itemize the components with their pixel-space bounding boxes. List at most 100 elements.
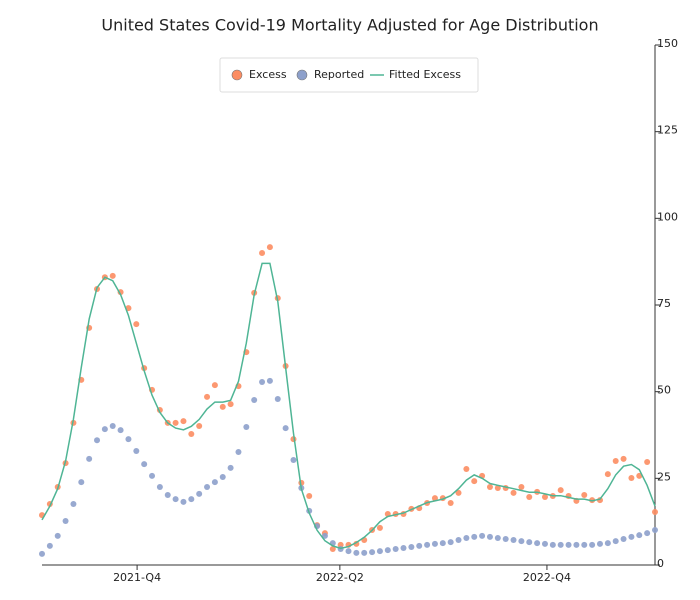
point xyxy=(259,250,266,256)
point xyxy=(227,401,234,408)
point xyxy=(353,549,360,556)
point xyxy=(471,533,478,540)
point xyxy=(612,538,619,545)
point xyxy=(219,403,226,410)
point xyxy=(54,532,61,539)
point xyxy=(612,458,619,464)
point xyxy=(337,541,344,548)
point xyxy=(39,550,45,557)
y-tick-label: 100 xyxy=(657,210,678,223)
point xyxy=(557,541,564,548)
point xyxy=(541,494,548,501)
point xyxy=(596,540,603,547)
point xyxy=(518,538,525,545)
legend-swatch xyxy=(231,69,243,81)
point xyxy=(652,508,658,515)
point xyxy=(46,542,53,549)
point xyxy=(424,541,431,548)
point xyxy=(329,546,336,553)
point xyxy=(644,530,651,537)
point xyxy=(494,485,501,492)
y-tick-label: 125 xyxy=(657,124,678,137)
point xyxy=(376,548,383,555)
point xyxy=(196,422,203,429)
point xyxy=(416,542,423,549)
point xyxy=(211,382,218,389)
point xyxy=(573,541,580,548)
point xyxy=(636,532,643,539)
point xyxy=(109,422,116,429)
point xyxy=(243,424,250,431)
point xyxy=(117,427,124,434)
point xyxy=(510,489,517,496)
point xyxy=(94,437,101,444)
y-tick-label: 25 xyxy=(657,470,671,483)
point xyxy=(628,474,635,481)
point xyxy=(636,472,643,479)
point xyxy=(180,498,187,505)
point xyxy=(455,489,462,496)
point xyxy=(620,536,627,542)
point xyxy=(180,418,187,425)
point xyxy=(526,539,533,546)
point xyxy=(282,425,289,432)
point xyxy=(227,464,234,471)
point xyxy=(431,495,438,502)
point xyxy=(463,534,470,541)
point xyxy=(70,500,77,507)
point xyxy=(204,484,211,490)
point xyxy=(141,461,148,468)
point xyxy=(486,484,493,490)
point xyxy=(471,478,478,485)
point xyxy=(652,526,658,533)
y-tick-label: 150 xyxy=(657,37,678,50)
point xyxy=(502,536,509,542)
point xyxy=(392,546,399,553)
chart-title: United States Covid-19 Mortality Adjuste… xyxy=(101,16,598,35)
point xyxy=(361,549,368,556)
point xyxy=(172,496,179,503)
point xyxy=(644,459,651,466)
point xyxy=(259,378,266,385)
legend-box xyxy=(219,57,479,93)
point xyxy=(345,548,352,555)
point xyxy=(541,540,548,547)
point xyxy=(486,533,493,540)
point xyxy=(604,471,611,478)
point xyxy=(534,540,541,547)
point xyxy=(251,396,258,403)
point xyxy=(125,436,132,443)
point xyxy=(235,448,242,455)
point xyxy=(439,540,446,547)
legend-label: Reported xyxy=(314,68,364,81)
point xyxy=(188,430,195,437)
point xyxy=(188,496,195,503)
point xyxy=(62,517,69,524)
point xyxy=(400,545,407,552)
point xyxy=(266,244,273,251)
point xyxy=(306,493,313,500)
point xyxy=(321,532,328,539)
point xyxy=(290,456,297,463)
point xyxy=(455,537,462,544)
point xyxy=(518,484,525,490)
point xyxy=(172,419,179,426)
point xyxy=(604,540,611,547)
point xyxy=(526,494,533,501)
point xyxy=(581,491,588,498)
point xyxy=(463,465,470,472)
point xyxy=(447,499,454,506)
point xyxy=(133,447,140,454)
point xyxy=(557,487,564,494)
point xyxy=(589,541,596,548)
point xyxy=(219,473,226,480)
point xyxy=(156,484,163,490)
point xyxy=(447,539,454,546)
y-tick-label: 50 xyxy=(657,384,671,397)
point xyxy=(78,479,85,486)
point xyxy=(596,497,603,504)
y-tick-label: 75 xyxy=(657,297,671,310)
point xyxy=(494,534,501,541)
point xyxy=(565,541,572,548)
